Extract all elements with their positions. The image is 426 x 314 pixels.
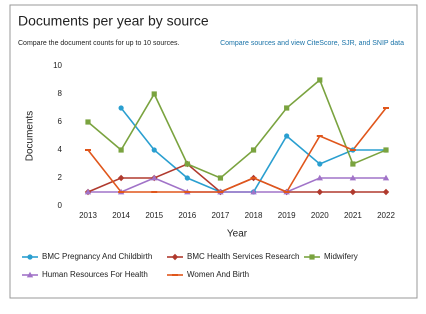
point <box>151 191 158 193</box>
point <box>118 147 124 153</box>
series-line <box>88 177 386 193</box>
legend-label: BMC Pregnancy And Childbirth <box>42 252 152 261</box>
x-tick-label: 2016 <box>178 211 196 220</box>
point <box>350 161 356 167</box>
point <box>382 188 390 196</box>
x-tick-label: 2019 <box>278 211 296 220</box>
x-tick-label: 2013 <box>79 211 97 220</box>
x-tick-label: 2015 <box>145 211 163 220</box>
y-tick-label: 6 <box>58 117 63 126</box>
point <box>151 147 157 153</box>
point <box>383 107 389 109</box>
point <box>118 191 125 193</box>
point <box>85 149 91 151</box>
series-line <box>87 107 387 194</box>
point <box>118 105 124 111</box>
point <box>184 191 191 193</box>
point <box>85 119 91 125</box>
x-tick-label: 2017 <box>212 211 230 220</box>
chart-title: Documents per year by source <box>18 13 209 29</box>
point <box>349 174 357 181</box>
legend-marker <box>27 254 33 260</box>
subtitle: Compare the document counts for up to 10… <box>18 40 180 47</box>
y-tick-label: 8 <box>58 89 63 98</box>
point <box>317 77 323 83</box>
y-tick-label: 4 <box>58 145 63 154</box>
point <box>117 174 125 182</box>
compare-link[interactable]: Compare sources and view CiteScore, SJR,… <box>220 40 404 47</box>
point <box>184 175 190 181</box>
legend-label: Midwifery <box>324 252 358 261</box>
legend-marker <box>26 271 34 278</box>
point <box>284 105 290 111</box>
point <box>316 174 323 181</box>
legend-marker <box>171 253 179 261</box>
point <box>382 174 390 181</box>
y-axis-label: Documents <box>25 111 36 162</box>
x-tick-label: 2022 <box>377 211 395 220</box>
y-tick-label: 0 <box>58 201 63 210</box>
legend-marker <box>172 274 178 276</box>
point <box>217 175 224 181</box>
y-tick-label: 2 <box>58 173 63 182</box>
legend-label: Women And Birth <box>187 270 249 279</box>
point <box>283 191 290 193</box>
point <box>184 161 190 167</box>
point <box>316 188 323 196</box>
point <box>217 191 224 193</box>
legend-label: BMC Health Services Research <box>187 252 299 261</box>
point <box>84 188 92 195</box>
point <box>349 188 357 196</box>
x-tick-label: 2014 <box>112 211 130 220</box>
x-tick-label: 2020 <box>311 211 329 220</box>
point <box>349 149 356 151</box>
point <box>250 147 257 153</box>
y-tick-label: 10 <box>53 61 62 70</box>
x-axis-label: Year <box>227 229 248 240</box>
x-tick-label: 2018 <box>245 211 263 220</box>
point <box>316 135 323 137</box>
series-line <box>87 78 387 179</box>
x-tick-label: 2021 <box>344 211 362 220</box>
point <box>317 161 323 167</box>
point <box>250 188 257 195</box>
point <box>383 147 389 153</box>
point <box>151 91 157 97</box>
point <box>284 133 290 139</box>
point <box>250 177 257 179</box>
point <box>151 174 158 181</box>
legend-label: Human Resources For Health <box>42 270 148 279</box>
legend-marker <box>309 254 315 260</box>
